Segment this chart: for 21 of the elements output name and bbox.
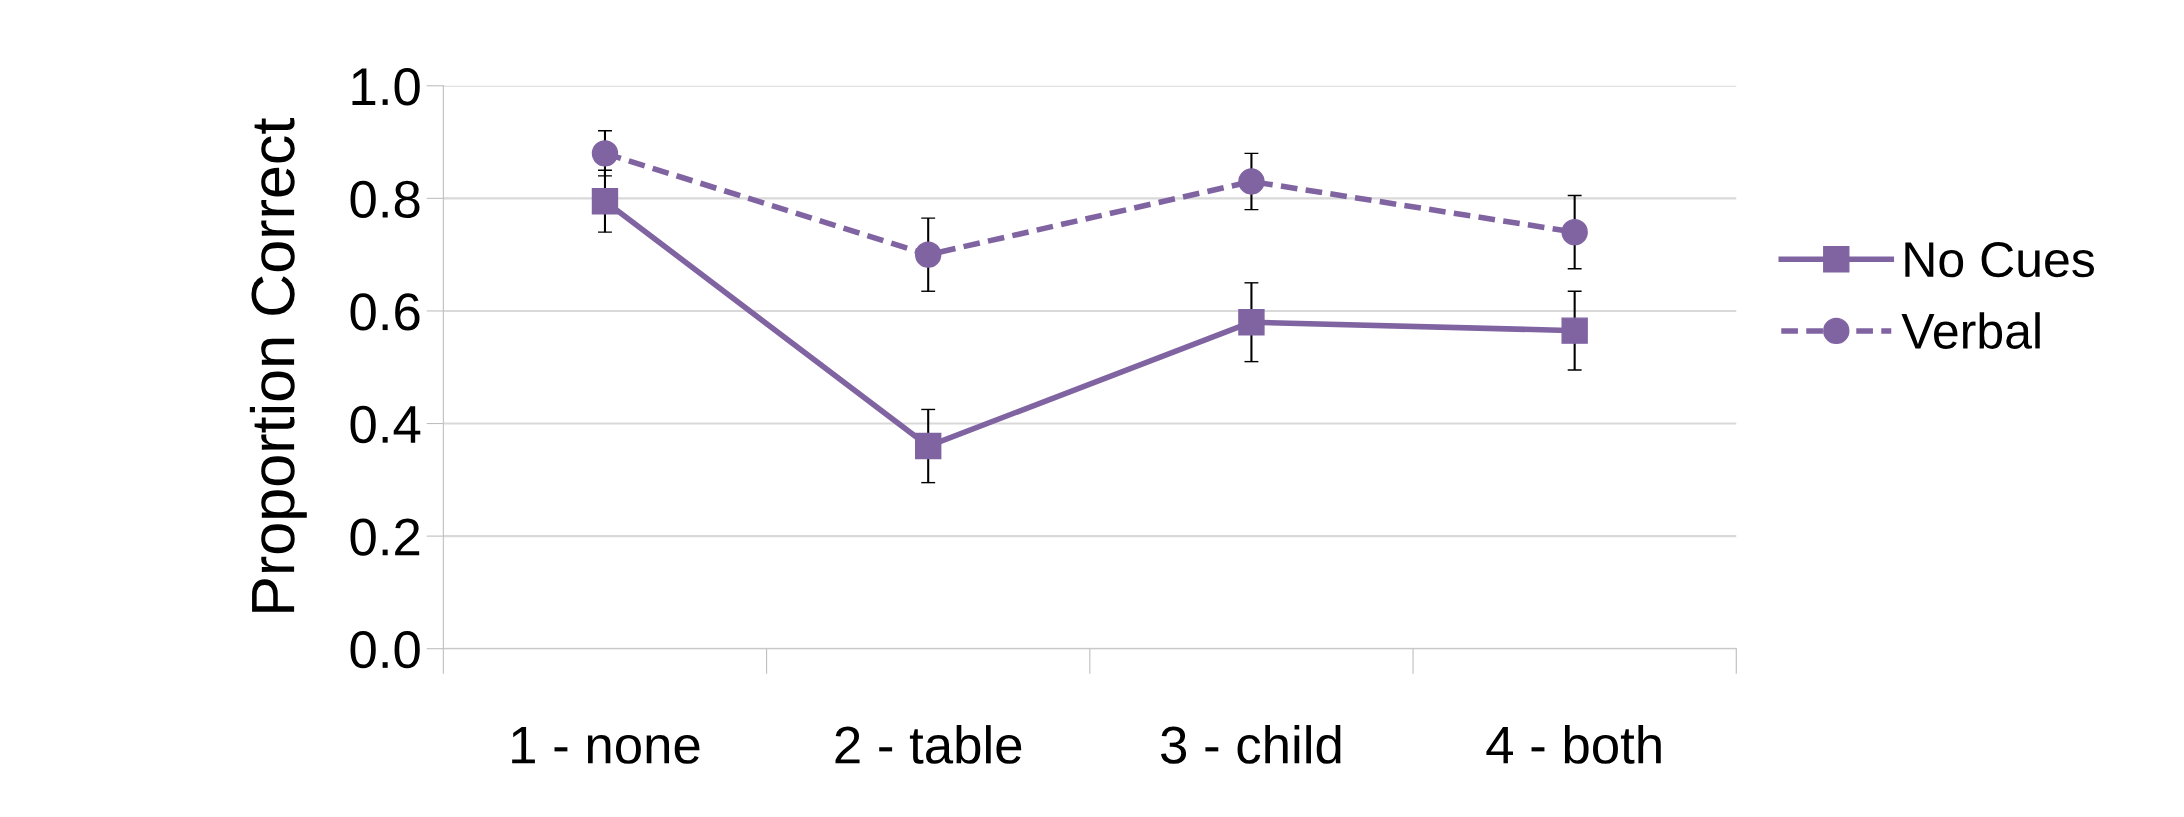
x-tick-label: 4 - both [1486, 725, 1661, 764]
y-tick-label: 0.4 [350, 405, 421, 444]
legend-label: No Cues [1905, 241, 2095, 278]
y-tick-label: 0.8 [350, 180, 420, 219]
y-tick-label: 0.0 [350, 630, 420, 669]
point [1561, 218, 1588, 246]
point [915, 432, 942, 460]
x-tick-label: 1 - none [512, 727, 700, 764]
point [1238, 309, 1265, 336]
y-tick-label: 0.2 [350, 518, 420, 556]
x-tick-label: 2 - table [835, 725, 1022, 764]
x-tick-label: 3 - child [1161, 725, 1341, 764]
y-tick-label: 1.0 [352, 68, 420, 106]
point [591, 187, 619, 215]
point [1238, 168, 1265, 195]
y-tick-label: 0.6 [350, 293, 420, 331]
legend-label: Verbal [1901, 312, 2040, 349]
point [1561, 317, 1588, 344]
point [591, 140, 619, 167]
y-axis-title: Proportion Correct [249, 118, 307, 612]
point [915, 241, 942, 268]
